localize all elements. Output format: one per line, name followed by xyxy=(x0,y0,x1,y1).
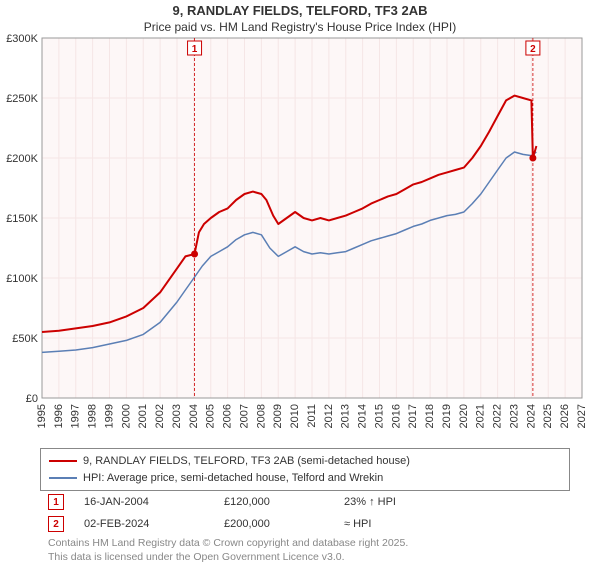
svg-text:2017: 2017 xyxy=(407,404,419,428)
svg-text:1996: 1996 xyxy=(53,404,65,428)
svg-text:2014: 2014 xyxy=(357,404,369,428)
svg-text:2001: 2001 xyxy=(137,404,149,428)
svg-text:£50K: £50K xyxy=(12,333,38,345)
svg-text:2019: 2019 xyxy=(441,404,453,428)
svg-text:2011: 2011 xyxy=(306,404,318,428)
svg-text:£0: £0 xyxy=(26,393,38,405)
svg-text:2022: 2022 xyxy=(492,404,504,428)
svg-text:2024: 2024 xyxy=(525,404,537,428)
footer-line1: Contains HM Land Registry data © Crown c… xyxy=(48,537,408,549)
sale-marker: 1 xyxy=(48,494,64,510)
svg-text:£150K: £150K xyxy=(6,213,38,225)
svg-text:2013: 2013 xyxy=(340,404,352,428)
svg-text:2012: 2012 xyxy=(323,404,335,428)
svg-text:Price paid vs. HM Land Registr: Price paid vs. HM Land Registry's House … xyxy=(144,20,456,34)
sale-date: 16-JAN-2004 xyxy=(84,496,204,508)
legend: 9, RANDLAY FIELDS, TELFORD, TF3 2AB (sem… xyxy=(40,448,570,491)
svg-text:1998: 1998 xyxy=(87,404,99,428)
price-chart: £0 £50K £100K £150K £200K £250K £300K 1995 1996 1… xyxy=(0,0,600,440)
svg-text:2: 2 xyxy=(530,44,536,55)
svg-text:2023: 2023 xyxy=(508,404,520,428)
svg-text:£100K: £100K xyxy=(6,273,38,285)
svg-text:1999: 1999 xyxy=(103,404,115,428)
svg-text:2025: 2025 xyxy=(542,404,554,428)
svg-text:£200K: £200K xyxy=(6,153,38,165)
svg-text:2002: 2002 xyxy=(154,404,166,428)
svg-text:2000: 2000 xyxy=(120,404,132,428)
svg-text:2010: 2010 xyxy=(289,404,301,428)
chart-container: £0 £50K £100K £150K £200K £250K £300K 1995 1996 1… xyxy=(0,0,600,560)
svg-text:2003: 2003 xyxy=(171,404,183,428)
legend-item: 9, RANDLAY FIELDS, TELFORD, TF3 2AB (sem… xyxy=(49,453,561,470)
svg-text:9, RANDLAY FIELDS, TELFORD, TF: 9, RANDLAY FIELDS, TELFORD, TF3 2AB xyxy=(173,3,428,18)
sale-relative: ≈ HPI xyxy=(344,518,444,530)
svg-text:2008: 2008 xyxy=(255,404,267,428)
footer-note: Contains HM Land Registry data © Crown c… xyxy=(40,535,570,566)
legend-label: 9, RANDLAY FIELDS, TELFORD, TF3 2AB (sem… xyxy=(83,453,410,470)
svg-text:2007: 2007 xyxy=(238,404,250,428)
svg-text:2027: 2027 xyxy=(576,404,588,428)
legend-swatch xyxy=(49,477,77,479)
svg-text:2004: 2004 xyxy=(188,404,200,428)
sale-price: £200,000 xyxy=(224,518,324,530)
svg-text:£250K: £250K xyxy=(6,93,38,105)
svg-text:2016: 2016 xyxy=(390,404,402,428)
sale-marker: 2 xyxy=(48,516,64,532)
svg-text:1: 1 xyxy=(192,44,198,55)
svg-text:1997: 1997 xyxy=(70,404,82,428)
svg-text:1995: 1995 xyxy=(36,404,48,428)
sales-list: 1 16-JAN-2004 £120,000 23% ↑ HPI 2 02-FEB-202… xyxy=(40,491,570,535)
svg-text:2018: 2018 xyxy=(424,404,436,428)
sale-relative: 23% ↑ HPI xyxy=(344,496,444,508)
legend-label: HPI: Average price, semi-detached house,… xyxy=(83,470,383,487)
legend-item: HPI: Average price, semi-detached house,… xyxy=(49,470,561,487)
sale-row: 2 02-FEB-2024 £200,000 ≈ HPI xyxy=(40,513,570,535)
svg-text:2005: 2005 xyxy=(205,404,217,428)
svg-text:2009: 2009 xyxy=(272,404,284,428)
svg-text:£300K: £300K xyxy=(6,33,38,45)
footer-line2: This data is licensed under the Open Gov… xyxy=(48,551,345,563)
svg-text:2020: 2020 xyxy=(458,404,470,428)
sale-price: £120,000 xyxy=(224,496,324,508)
svg-text:2026: 2026 xyxy=(559,404,571,428)
legend-and-footer: 9, RANDLAY FIELDS, TELFORD, TF3 2AB (sem… xyxy=(40,448,570,566)
sale-row: 1 16-JAN-2004 £120,000 23% ↑ HPI xyxy=(40,491,570,513)
sale-date: 02-FEB-2024 xyxy=(84,518,204,530)
svg-text:2006: 2006 xyxy=(222,404,234,428)
svg-text:2021: 2021 xyxy=(475,404,487,428)
legend-swatch xyxy=(49,460,77,462)
svg-text:2015: 2015 xyxy=(373,404,385,428)
